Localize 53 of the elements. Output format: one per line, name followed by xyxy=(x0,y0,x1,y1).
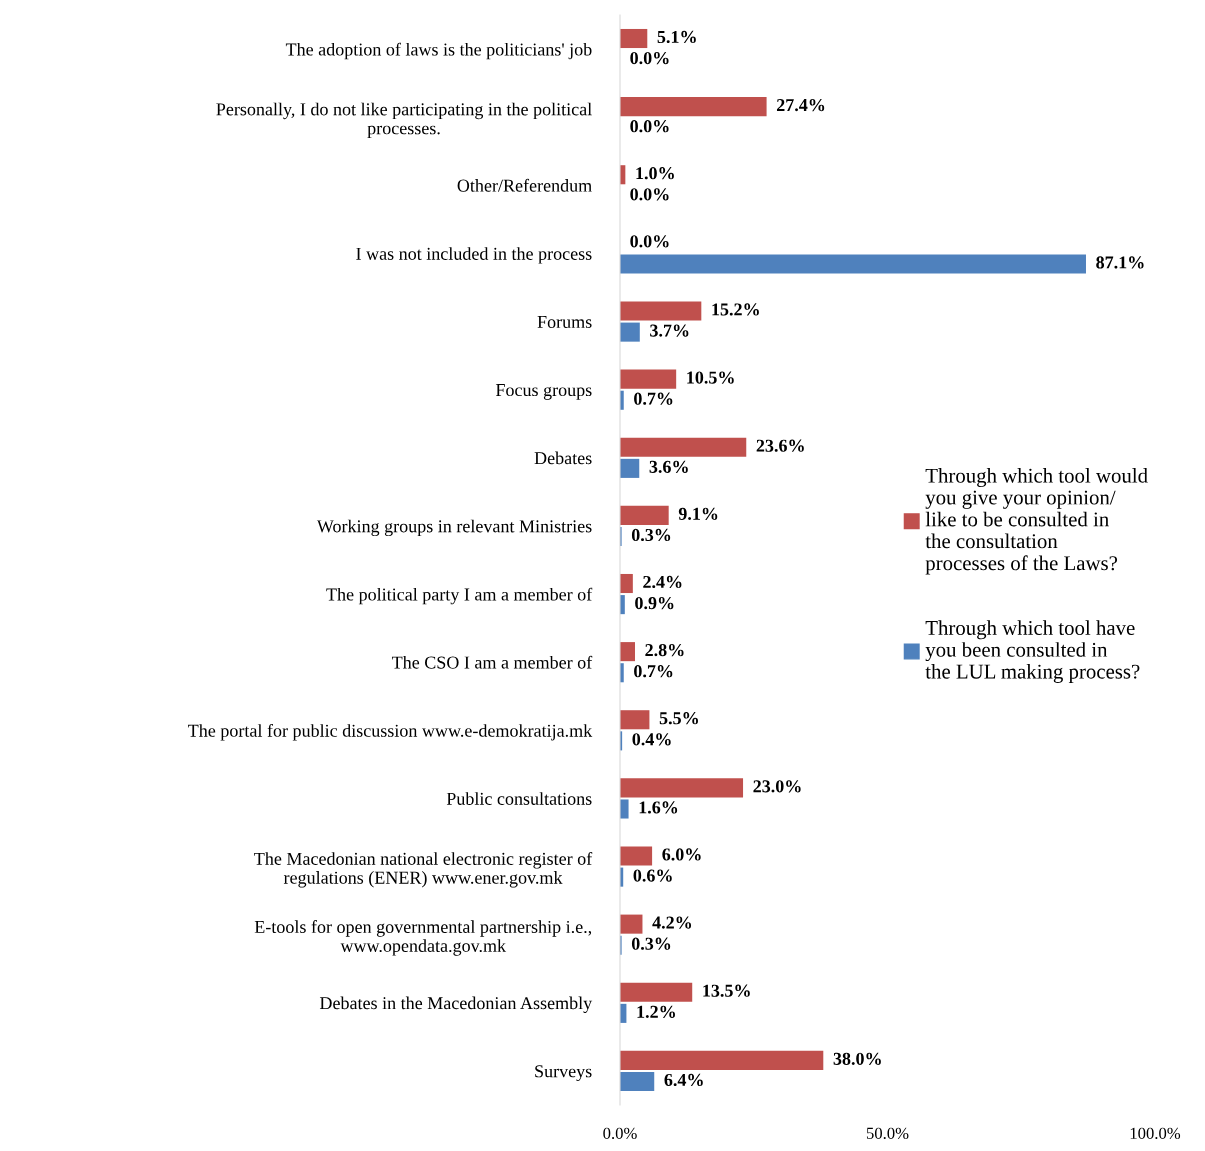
legend-label: Through which tool have you been consulted in the LUL making process? xyxy=(925,620,1140,683)
y-tick-label: The Macedonian national electronic register of regulations (ENER) www.ener.gov.mk xyxy=(254,851,593,888)
y-tick-label: Focus groups xyxy=(495,384,592,400)
data-label: 6.4% xyxy=(664,1073,703,1087)
y-tick-label: The portal for public discussion www.e-demokratija.mk xyxy=(188,723,593,741)
y-tick-label: Public consultations xyxy=(446,792,592,805)
data-label: 0.3% xyxy=(631,528,671,542)
data-label: 23.0% xyxy=(753,780,801,793)
data-label: 5.1% xyxy=(657,30,696,44)
y-tick-label: E-tools for open governmental partnership i.e., www.opendata.gov.mk xyxy=(254,920,592,956)
x-tick-label: 50.0% xyxy=(866,1127,909,1140)
y-tick-label: Personally, I do not like participating in the political processes. xyxy=(216,102,592,139)
data-label: 1.0% xyxy=(636,167,674,180)
y-tick-label: I was not included in the process xyxy=(356,247,592,264)
y-tick-label: The adoption of laws is the politicians' job xyxy=(285,42,592,60)
data-label: 6.0% xyxy=(662,848,701,861)
data-label: 13.5% xyxy=(703,984,750,997)
data-label: 1.2% xyxy=(637,1005,675,1018)
data-label: 15.2% xyxy=(712,303,759,316)
data-label: 4.2% xyxy=(652,916,692,929)
data-label: 0.0% xyxy=(630,51,669,65)
data-label: 0.6% xyxy=(633,869,672,882)
data-label: 87.1% xyxy=(1096,256,1144,269)
y-tick-label: Debates in the Macedonian Assembly xyxy=(319,996,593,1013)
y-tick-label: The political party I am a member of xyxy=(326,587,593,605)
data-label: 2.4% xyxy=(643,575,682,589)
y-tick-label: Working groups in relevant Ministries xyxy=(316,519,592,537)
data-label: 3.6% xyxy=(649,460,688,473)
y-tick-label: Other/Referendum xyxy=(457,178,592,192)
data-label: 0.4% xyxy=(632,733,671,746)
x-tick-label: 100.0% xyxy=(1130,1127,1181,1140)
y-tick-label: Surveys xyxy=(535,1065,592,1082)
data-label: 5.5% xyxy=(659,712,698,725)
data-label: 10.5% xyxy=(687,371,734,384)
data-label: 23.6% xyxy=(756,439,804,452)
data-label: 0.0% xyxy=(630,188,669,201)
data-label: 0.0% xyxy=(630,120,669,133)
data-label: 1.6% xyxy=(639,801,678,814)
data-label: 27.4% xyxy=(776,98,825,112)
data-label: 3.7% xyxy=(650,324,689,337)
y-tick-label: The CSO I am a member of xyxy=(391,655,593,669)
y-tick-label: Forums xyxy=(537,316,592,328)
data-label: 0.3% xyxy=(631,937,671,950)
x-tick-label: 0.0% xyxy=(603,1127,637,1140)
data-label: 0.7% xyxy=(634,665,673,678)
data-label: 9.1% xyxy=(678,507,718,520)
data-label: 0.0% xyxy=(630,235,669,248)
data-label: 38.0% xyxy=(833,1052,881,1065)
y-tick-label: Debates xyxy=(534,451,592,465)
data-label: 2.8% xyxy=(645,643,684,657)
data-label: 0.7% xyxy=(634,392,673,405)
legend-label: Through which tool would you give your opinion/ like to be consulted in the consultation processes of the Laws? xyxy=(925,468,1148,575)
data-label: 0.9% xyxy=(635,596,674,610)
